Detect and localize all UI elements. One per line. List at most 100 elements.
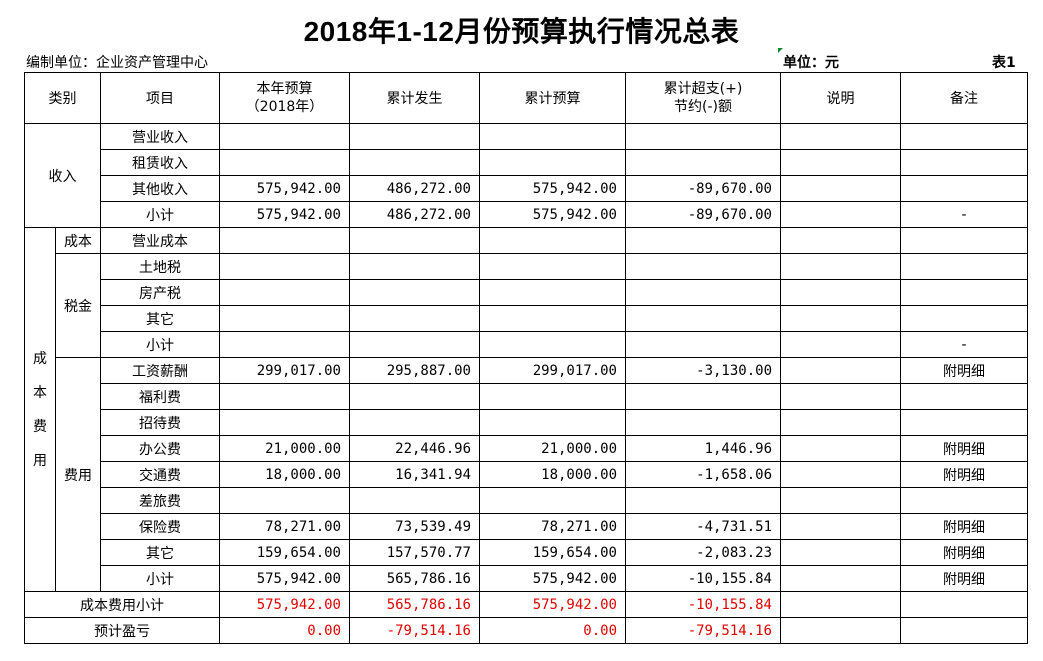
remark-cell: 附明细	[900, 539, 1028, 566]
remark-cell	[900, 227, 1028, 254]
item-cell: 其它	[100, 305, 220, 332]
cum-budget-cell	[479, 487, 626, 514]
remark-cell	[900, 123, 1028, 150]
cost-subtotal-label: 成本费用小计	[24, 591, 220, 618]
remark-cell: 附明细	[900, 565, 1028, 592]
budget-cell: 575,942.00	[219, 175, 350, 202]
over-save-cell	[625, 123, 781, 150]
cum-budget-cell: 159,654.00	[479, 539, 626, 566]
actual-cell: 16,341.94	[349, 461, 480, 488]
item-cell: 租赁收入	[100, 149, 220, 176]
over-save-cell	[625, 253, 781, 280]
table-row: 成本费用成本 营业成本	[24, 227, 1028, 592]
cell-comment-marker	[778, 48, 783, 53]
actual-cell	[349, 305, 480, 332]
table-row: 小计 575,942.00 486,272.00 575,942.00 -89,670.…	[25, 201, 1028, 228]
budget-cell: 299,017.00	[219, 357, 350, 384]
table-number: 表1	[992, 55, 1016, 71]
remark-cell: 附明细	[900, 435, 1028, 462]
note-cell	[780, 305, 901, 332]
budget-cell: 575,942.00	[219, 565, 350, 592]
actual-cell: 486,272.00	[349, 175, 480, 202]
table-row: 预计盈亏 0.00 -79,514.16 0.00 -79,514.16	[24, 617, 1028, 644]
over-save-cell	[625, 409, 781, 436]
item-cell: 土地税	[100, 253, 220, 280]
header-item: 项目	[100, 72, 220, 124]
table-row: 其他收入 575,942.00 486,272.00 575,942.00 -89,67…	[25, 175, 1028, 202]
note-cell	[780, 357, 901, 384]
actual-cell: 295,887.00	[349, 357, 480, 384]
cum-budget-cell	[479, 279, 626, 306]
actual-cell: 565,786.16	[349, 591, 480, 618]
actual-cell	[349, 123, 480, 150]
table-row: 差旅费	[25, 487, 1028, 514]
table-row: 其它	[25, 305, 1028, 332]
remark-cell	[900, 487, 1028, 514]
cum-budget-cell	[479, 227, 626, 254]
header-row: 类别 项目 本年预算 （2018年） 累计发生 累计预算 累计超支(+) 节约(…	[24, 72, 1028, 124]
budget-cell	[219, 305, 350, 332]
header-cum-budget: 累计预算	[479, 72, 626, 124]
actual-cell	[349, 253, 480, 280]
item-cell: 小计	[100, 201, 220, 228]
over-save-cell	[625, 487, 781, 514]
note-cell	[780, 487, 901, 514]
over-save-cell	[625, 149, 781, 176]
item-cell: 小计	[100, 565, 220, 592]
over-save-cell: -10,155.84	[625, 591, 781, 618]
remark-cell: -	[900, 331, 1028, 358]
actual-cell	[349, 331, 480, 358]
actual-cell: 486,272.00	[349, 201, 480, 228]
actual-cell	[349, 409, 480, 436]
budget-cell	[219, 409, 350, 436]
remark-cell	[900, 279, 1028, 306]
group-cost-fee-char: 费	[33, 418, 47, 435]
table-row: 招待费	[25, 409, 1028, 436]
item-cell: 营业收入	[100, 123, 220, 150]
item-cell: 保险费	[100, 513, 220, 540]
report-title: 2018年1-12月份预算执行情况总表	[303, 16, 740, 47]
budget-cell: 21,000.00	[219, 435, 350, 462]
cum-budget-cell: 18,000.00	[479, 461, 626, 488]
remark-cell: 附明细	[900, 513, 1028, 540]
item-cell: 其它	[100, 539, 220, 566]
item-cell: 房产税	[100, 279, 220, 306]
over-save-cell: -79,514.16	[625, 617, 781, 644]
header-budget-line2: （2018年）	[245, 99, 324, 115]
actual-cell	[349, 383, 480, 410]
header-remark: 备注	[900, 72, 1028, 124]
group-cost-fee-char: 用	[33, 452, 47, 469]
group-cost-fee-char: 成	[33, 350, 47, 367]
remark-cell	[900, 383, 1028, 410]
budget-cell: 18,000.00	[219, 461, 350, 488]
header-category: 类别	[24, 72, 101, 124]
cum-budget-cell	[479, 253, 626, 280]
budget-cell: 575,942.00	[219, 201, 350, 228]
budget-cell	[219, 279, 350, 306]
header-over-save: 累计超支(+) 节约(-)额	[625, 72, 781, 124]
actual-cell	[349, 279, 480, 306]
note-cell	[780, 591, 901, 618]
budget-cell	[219, 487, 350, 514]
actual-cell: 565,786.16	[349, 565, 480, 592]
remark-cell	[900, 149, 1028, 176]
note-cell	[780, 175, 901, 202]
group-fee: 费用	[55, 357, 101, 592]
note-cell	[780, 331, 901, 358]
header-over-line2: 节约(-)额	[674, 99, 732, 115]
table-row: 福利费	[25, 383, 1028, 410]
cum-budget-cell	[479, 409, 626, 436]
item-cell: 差旅费	[100, 487, 220, 514]
group-cost: 成本	[55, 227, 101, 254]
budget-cell: 0.00	[219, 617, 350, 644]
actual-cell	[349, 227, 480, 254]
budget-cell	[219, 227, 350, 254]
cum-budget-cell	[479, 123, 626, 150]
actual-cell: 73,539.49	[349, 513, 480, 540]
item-cell: 福利费	[100, 383, 220, 410]
cum-budget-cell: 575,942.00	[479, 175, 626, 202]
actual-cell	[349, 149, 480, 176]
budget-cell: 159,654.00	[219, 539, 350, 566]
over-save-cell: -3,130.00	[625, 357, 781, 384]
budget-table: 类别 项目 本年预算 （2018年） 累计发生 累计预算 累计超支(+) 节约(…	[24, 72, 1028, 644]
